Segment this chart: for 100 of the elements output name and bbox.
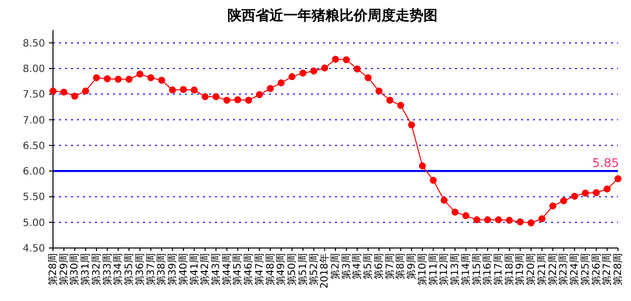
point [50, 88, 56, 95]
point [147, 74, 154, 82]
point [180, 86, 187, 93]
point [212, 93, 220, 100]
data-label: 5.85 [592, 156, 619, 170]
x-tick-label: 第24周 [568, 253, 581, 286]
point [190, 86, 198, 94]
point [60, 88, 68, 96]
point [418, 162, 426, 170]
point [278, 79, 285, 86]
y-tick-label: 8.50 [22, 38, 45, 50]
point [321, 64, 328, 72]
x-tick-label: 第25周 [579, 253, 592, 286]
point [354, 65, 361, 72]
point [430, 176, 437, 184]
point [92, 74, 100, 82]
x-tick-label: 第33周 [101, 253, 114, 286]
point [516, 218, 524, 226]
x-tick-label: 第29周 [58, 253, 70, 286]
point [494, 216, 502, 224]
point [104, 75, 111, 82]
y-tick-label: 7.50 [22, 90, 45, 101]
point [169, 86, 176, 94]
x-tick-label: 第48周 [264, 253, 276, 286]
x-tick-label: 第35周 [123, 253, 136, 286]
x-tick-label: 第2周 [330, 253, 342, 280]
y-tick-label: 6.50 [22, 140, 45, 152]
x-tick-label: 第34周 [112, 253, 124, 286]
point [266, 84, 274, 92]
x-tick-label: 第28周 [612, 253, 624, 286]
x-tick-label: 第14周 [460, 253, 472, 286]
x-tick-label: 第39周 [166, 253, 179, 286]
point [408, 121, 416, 128]
x-tick-label: 第31周 [80, 253, 92, 286]
x-tick-label: 第8周 [394, 253, 407, 280]
point [473, 216, 480, 224]
point [114, 76, 122, 83]
point [440, 196, 448, 204]
x-tick-label: 第13周 [449, 253, 462, 286]
x-tick-label: 第7周 [384, 253, 396, 280]
x-tick-label: 第23周 [558, 253, 570, 286]
point [560, 197, 568, 204]
x-tick-label: 第43周 [210, 253, 222, 286]
point [386, 96, 394, 104]
point [538, 215, 546, 222]
x-tick-label: 第36周 [134, 253, 146, 286]
point [256, 91, 263, 98]
x-tick-label: 第49周 [275, 253, 288, 286]
point [299, 70, 306, 77]
x-tick-label: 第44周 [220, 253, 233, 286]
point [223, 96, 230, 104]
point [158, 76, 166, 84]
point [364, 74, 372, 82]
point [288, 73, 296, 80]
x-tick-label: 第4周 [351, 253, 364, 280]
y-tick-label: 5.50 [22, 192, 45, 204]
x-tick-label: 第40周 [177, 253, 190, 286]
x-tick-label: 2018年 [318, 253, 331, 288]
x-tick-label: 第30周 [68, 253, 81, 286]
x-tick-label: 第28周 [47, 253, 59, 286]
x-tick-label: 第32周 [90, 253, 102, 286]
x-tick-label: 第21周 [536, 253, 548, 286]
point [462, 212, 470, 220]
point [202, 93, 209, 100]
x-tick-label: 第17周 [492, 253, 504, 286]
y-tick-label: 7.00 [22, 115, 45, 126]
x-tick-label: 第20周 [525, 253, 538, 286]
point [582, 190, 589, 197]
point [71, 92, 78, 100]
x-tick-label: 第18周 [503, 253, 516, 286]
point [592, 189, 600, 196]
y-tick-label: 4.50 [22, 244, 45, 254]
point [397, 102, 404, 109]
x-tick-label: 第3周 [340, 253, 352, 280]
y-tick-label: 6.00 [22, 166, 45, 178]
point [571, 192, 578, 200]
x-tick-label: 第9周 [406, 253, 418, 280]
y-tick-label: 8.00 [22, 64, 45, 75]
point [82, 88, 90, 95]
x-tick-label: 第5周 [362, 253, 374, 280]
point [126, 76, 133, 83]
point [549, 202, 556, 210]
x-tick-label: 第42周 [199, 253, 212, 286]
point [332, 56, 339, 63]
x-tick-label: 第27周 [601, 253, 614, 286]
point [136, 70, 144, 78]
x-tick-label: 第45周 [232, 253, 244, 286]
point [310, 68, 318, 75]
x-tick-label: 第41周 [188, 253, 200, 286]
point [234, 96, 242, 104]
x-tick-label: 第47周 [253, 253, 266, 286]
point [342, 56, 350, 64]
point [604, 186, 611, 193]
y-tick-label: 5.00 [22, 218, 45, 229]
x-tick-label: 第51周 [296, 253, 309, 286]
x-tick-label: 第15周 [470, 253, 483, 286]
point [484, 216, 492, 224]
x-tick-label: 第38周 [156, 253, 168, 286]
point [528, 219, 535, 226]
x-tick-label: 第16周 [482, 253, 494, 286]
